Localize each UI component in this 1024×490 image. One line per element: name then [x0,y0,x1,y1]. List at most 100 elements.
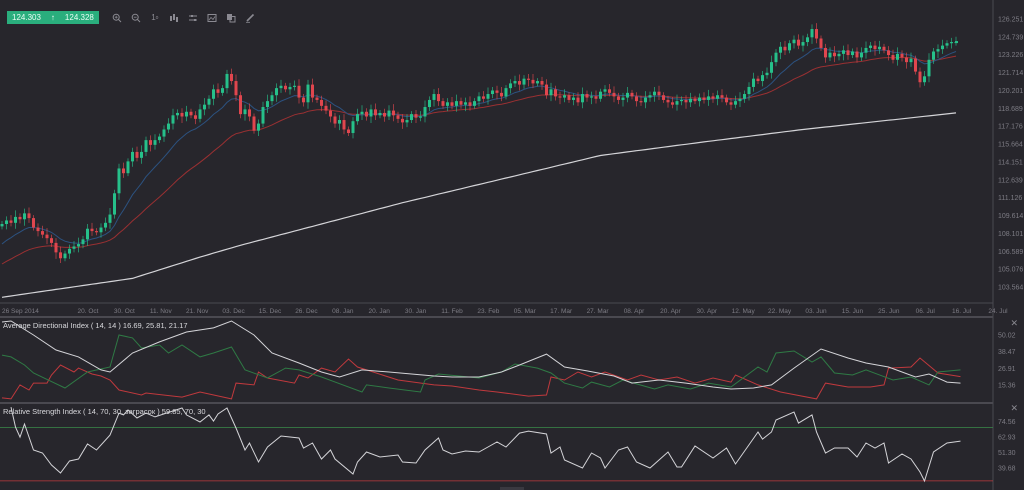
candle [63,250,67,262]
candle-body [621,97,625,100]
candle-body [162,129,166,137]
date-tick-label: 11. Nov [150,308,173,315]
candle-body [594,96,598,99]
candle-body [27,213,31,219]
candle-body [284,85,287,90]
candle-body [158,136,161,141]
candle [270,91,274,106]
candle-body [504,88,508,97]
candle [468,96,472,111]
candle-body [18,216,22,220]
candle [909,52,913,67]
candle [770,55,773,79]
candle-body [32,218,35,228]
candle-body [320,99,323,106]
indicators-icon[interactable] [187,12,199,24]
candle [302,94,305,107]
candle-body [72,246,76,249]
date-tick-label: 30. Apr [696,308,717,315]
candle-body [698,97,701,102]
screenshot-icon[interactable] [206,12,218,24]
candle-body [729,102,733,105]
candle-body [108,214,112,223]
candle [59,246,62,263]
candle [585,90,589,102]
horizontal-scroll-handle[interactable] [500,487,524,490]
candle [819,35,823,51]
date-tick-label: 08. Apr [624,308,645,315]
candle-body [482,96,485,99]
candle [369,104,373,123]
candle-body [306,84,310,103]
candle [545,79,548,99]
candle [14,210,17,229]
candle [18,213,22,224]
price-tick-label: 108.101 [998,231,1023,238]
candle [203,98,206,116]
candle-body [446,102,449,106]
candle-body [558,96,562,98]
candle-body [36,227,40,232]
candle [419,111,422,122]
candle-body [855,51,859,58]
candle [761,70,764,87]
candle-body [617,96,620,100]
candle-body [194,115,197,119]
candle [333,112,337,128]
candle-body [779,46,782,53]
zoom-in-icon[interactable] [111,12,123,24]
candle-body [752,78,755,87]
candle-body [428,99,431,108]
candlestick-icon[interactable] [168,12,180,24]
close-adx-icon[interactable]: ✕ [1010,318,1018,328]
candle [878,40,881,54]
candle-body [873,45,877,50]
candle-body [45,234,49,239]
candle [653,86,656,102]
adx-tick-label: 50.02 [998,332,1016,339]
price-badge[interactable]: 124.303 ↑ 124.328 [7,11,99,24]
candle-body [783,46,787,51]
copy-icon[interactable] [225,12,237,24]
candle-body [590,96,593,98]
candle [338,115,341,131]
candle [54,238,58,259]
candle-body [716,95,719,99]
candle-body [693,98,697,102]
price-tick-label: 109.614 [998,213,1023,220]
candle-body [932,51,935,60]
candle [504,85,508,100]
candle [828,47,832,61]
candle [500,86,503,102]
candle [23,208,26,226]
candle-body [662,95,665,100]
candle [558,91,562,105]
candle-body [680,99,683,102]
candle-body [423,107,427,117]
candle [630,89,634,100]
candle [842,45,845,61]
candle [887,46,890,61]
candle-body [450,102,454,106]
candle [167,118,170,134]
candle [396,111,400,123]
price-tick-label: 117.176 [998,124,1023,131]
close-rsi-icon[interactable]: ✕ [1010,403,1018,413]
candle-body [851,51,854,56]
date-tick-label: 25. Jun [878,308,900,315]
candle [189,108,193,119]
candle [311,78,314,103]
date-tick-label: 21. Nov [186,308,209,315]
draw-icon[interactable] [244,12,256,24]
candle-body [153,140,157,145]
candle [158,133,161,144]
candle [554,85,557,101]
candle [113,189,116,219]
zoom-out-icon[interactable] [130,12,142,24]
candle [896,47,899,66]
candle [644,91,647,109]
candle [140,145,143,164]
